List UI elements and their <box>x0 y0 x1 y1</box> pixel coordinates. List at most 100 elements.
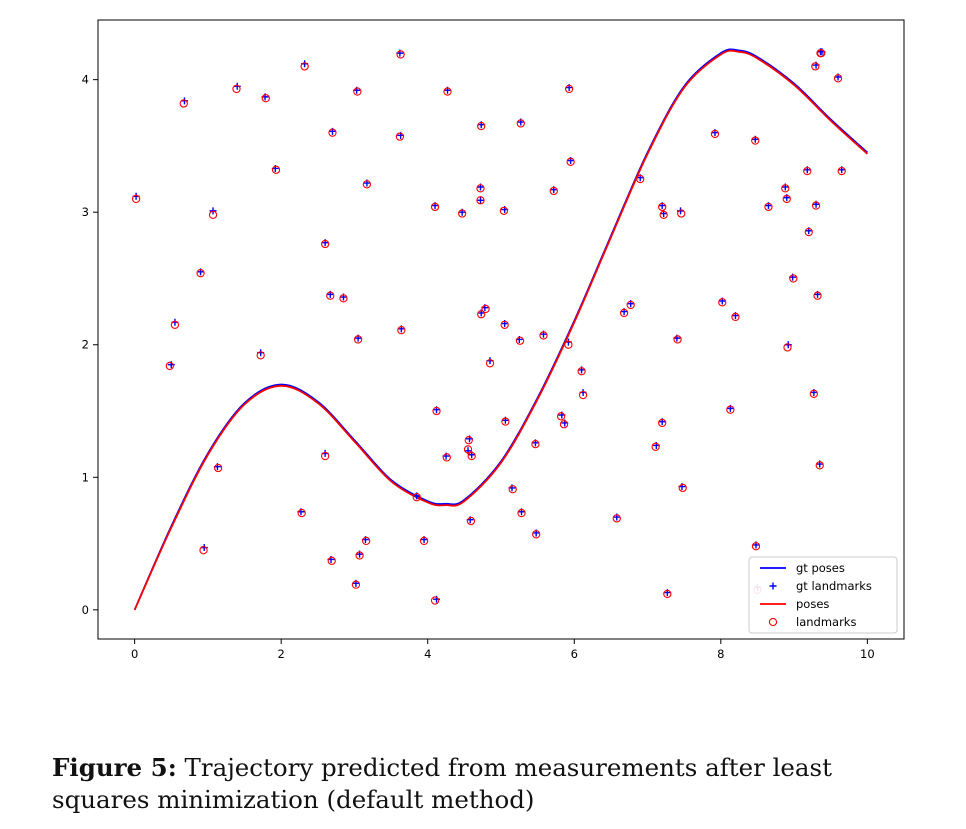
landmark-point <box>532 530 541 539</box>
legend-items: gt poses gt landmarks poses landmarks <box>760 561 872 629</box>
landmark-point <box>651 442 660 451</box>
landmark-point <box>731 312 740 322</box>
landmark-point <box>300 62 309 71</box>
series-lines <box>133 48 868 611</box>
landmark-point <box>726 405 735 414</box>
landmark-point <box>718 298 727 307</box>
landmark-point <box>556 412 566 421</box>
landmark-point <box>199 546 208 555</box>
legend-plus-swatch <box>769 582 777 590</box>
legend-circle-swatch <box>768 617 778 627</box>
landmark-point <box>196 269 205 278</box>
landmark-point <box>809 389 819 398</box>
landmark-point <box>397 326 406 335</box>
landmark-point <box>531 439 540 449</box>
landmark-point <box>362 180 372 189</box>
landmark-point <box>815 461 824 470</box>
landmark-point <box>673 335 682 344</box>
landmark-point <box>464 436 473 445</box>
x-tick-label: 0 <box>131 647 138 661</box>
caption-label: Figure 5: <box>52 753 177 782</box>
y-tick-label: 2 <box>82 338 89 352</box>
plot-area-frame <box>97 19 905 640</box>
landmark-point <box>442 453 451 462</box>
x-tick-label: 4 <box>424 647 431 661</box>
landmark-point <box>783 343 792 352</box>
gt-landmark-point <box>476 196 484 204</box>
landmark-point <box>517 508 526 518</box>
landmark-point <box>232 84 241 94</box>
landmark-point <box>430 202 440 212</box>
landmark-point <box>663 589 672 599</box>
landmark-point <box>261 94 270 103</box>
landmark-point <box>165 361 174 371</box>
landmark-point <box>208 210 218 219</box>
caption-text: Trajectory predicted from measurements a… <box>52 753 832 814</box>
landmark-point <box>320 239 330 249</box>
landmark-point <box>710 129 720 139</box>
figure-caption: Figure 5: Trajectory predicted from meas… <box>52 752 932 816</box>
landmark-point <box>658 202 667 212</box>
landmark-point <box>362 536 371 546</box>
y-tick-label: 3 <box>82 205 89 219</box>
landmark-point <box>351 580 361 589</box>
landmark-point <box>678 483 687 493</box>
landmark-point <box>326 291 335 300</box>
legend-label: landmarks <box>796 615 856 629</box>
landmark-point <box>751 136 760 145</box>
landmark-point <box>559 420 569 429</box>
series-line-gt-poses <box>133 48 868 611</box>
landmark-point <box>353 335 363 344</box>
landmark-point <box>297 508 306 518</box>
landmark-point <box>476 184 485 193</box>
landmark-point <box>339 294 348 303</box>
landmark-point <box>271 165 281 174</box>
y-tick-label: 0 <box>82 603 89 617</box>
landmark-point <box>782 194 791 204</box>
landmark-point <box>564 84 574 94</box>
landmark-point <box>131 194 141 204</box>
y-tick-label: 4 <box>82 73 89 87</box>
landmark-point <box>477 121 486 131</box>
landmark-point <box>443 87 452 96</box>
landmark-point <box>626 300 635 310</box>
landmark-point <box>179 99 188 108</box>
landmark-point <box>577 367 586 376</box>
landmark-point <box>170 320 180 330</box>
landmark-point <box>636 174 645 184</box>
legend: gt poses gt landmarks poses landmarks <box>748 556 898 634</box>
trajectory-chart: 0 2 4 6 8 10 0 1 2 3 4 gt poses gt landmarks poses la… <box>82 19 905 661</box>
landmark-point <box>659 210 668 219</box>
legend-label: poses <box>796 597 829 611</box>
landmark-point <box>833 74 843 83</box>
landmark-point <box>566 157 575 166</box>
landmark-point <box>419 536 429 546</box>
landmark-point <box>396 50 405 59</box>
landmark-point <box>485 359 495 368</box>
landmark-point <box>811 201 821 210</box>
landmark-point <box>508 485 517 494</box>
landmark-point <box>466 516 476 526</box>
landmark-point <box>500 320 509 330</box>
landmark-point <box>327 556 336 565</box>
landmark-point <box>813 291 822 300</box>
landmark-point <box>458 209 467 218</box>
landmark-point <box>677 209 686 218</box>
landmark-point <box>320 451 330 461</box>
y-tick-label: 1 <box>82 470 89 484</box>
landmark-point <box>817 48 826 58</box>
x-tick-label: 2 <box>278 647 285 661</box>
x-tick-label: 6 <box>571 647 578 661</box>
landmark-point <box>811 62 820 71</box>
series-line-poses <box>133 49 868 611</box>
landmark-point <box>395 132 405 141</box>
landmark-point <box>612 514 621 523</box>
x-tick-label: 8 <box>717 647 724 661</box>
landmark-point <box>658 418 667 428</box>
landmark-point <box>516 119 525 128</box>
landmark-point <box>549 186 558 196</box>
landmark-point <box>214 463 223 473</box>
landmark-point <box>804 227 813 237</box>
x-tick-label: 10 <box>860 647 875 661</box>
landmark-point <box>499 206 509 216</box>
